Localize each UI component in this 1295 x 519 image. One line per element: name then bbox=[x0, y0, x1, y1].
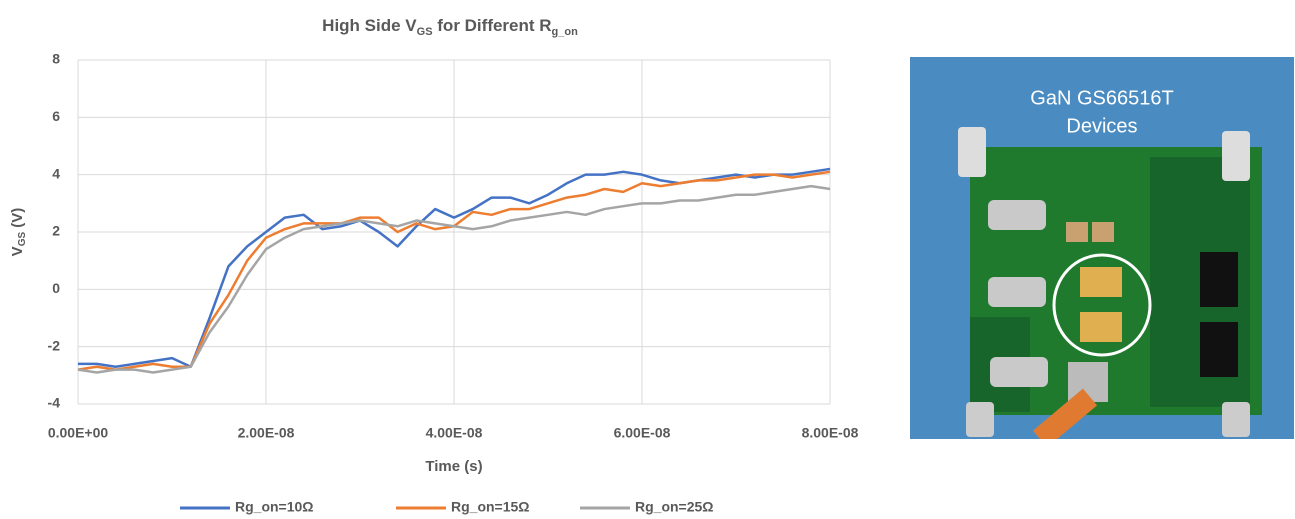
y-label-part: (V) bbox=[9, 208, 26, 232]
legend-label: Rg_on=10Ω bbox=[235, 499, 314, 515]
y-tick-label: 0 bbox=[52, 280, 60, 296]
x-tick-label: 4.00E-08 bbox=[426, 425, 483, 441]
ic bbox=[1200, 252, 1238, 307]
probe bbox=[1032, 388, 1098, 439]
y-tick-label: -2 bbox=[48, 337, 61, 353]
x-tick-label: 6.00E-08 bbox=[614, 425, 671, 441]
photo-caption: Devices bbox=[1066, 115, 1137, 137]
y-tick-label: -4 bbox=[48, 395, 61, 411]
y-tick-label: 8 bbox=[52, 51, 60, 67]
standoff bbox=[1222, 131, 1250, 181]
connector bbox=[988, 277, 1046, 307]
y-label-sub: GS bbox=[17, 232, 28, 247]
chart-title: High Side VGS for Different Rg_on bbox=[322, 16, 578, 37]
capacitor bbox=[1066, 222, 1088, 242]
legend-label: Rg_on=25Ω bbox=[635, 499, 714, 515]
legend-label: Rg_on=15Ω bbox=[451, 499, 530, 515]
x-tick-label: 8.00E-08 bbox=[802, 425, 859, 441]
gan-device bbox=[1080, 267, 1122, 297]
title-part: High Side V bbox=[322, 16, 417, 35]
standoff bbox=[966, 402, 994, 437]
chart: High Side VGS for Different Rg_on VGS (V… bbox=[9, 16, 859, 515]
photo: GaN GS66516T Devices bbox=[910, 57, 1294, 439]
gan-device bbox=[1080, 312, 1122, 342]
y-tick-label: 4 bbox=[52, 165, 60, 181]
y-tick-label: 6 bbox=[52, 108, 60, 124]
x-tick-label: 0.00E+00 bbox=[48, 425, 109, 441]
connector bbox=[990, 357, 1048, 387]
connector bbox=[988, 200, 1046, 230]
capacitor bbox=[1092, 222, 1114, 242]
y-label-part: V bbox=[9, 246, 26, 256]
y-tick-label: 2 bbox=[52, 223, 60, 239]
standoff bbox=[958, 127, 986, 177]
y-axis-label: VGS (V) bbox=[9, 208, 28, 257]
title-sub: g_on bbox=[552, 26, 579, 38]
highlight-ellipse bbox=[1052, 253, 1152, 357]
photo-caption: GaN GS66516T bbox=[1030, 87, 1173, 109]
x-tick-label: 2.00E-08 bbox=[238, 425, 295, 441]
title-sub: GS bbox=[417, 26, 433, 38]
ic bbox=[1200, 322, 1238, 377]
x-axis-label: Time (s) bbox=[425, 458, 482, 475]
series-line bbox=[77, 184, 831, 374]
title-part: for Different R bbox=[433, 16, 552, 35]
standoff bbox=[1222, 402, 1250, 437]
